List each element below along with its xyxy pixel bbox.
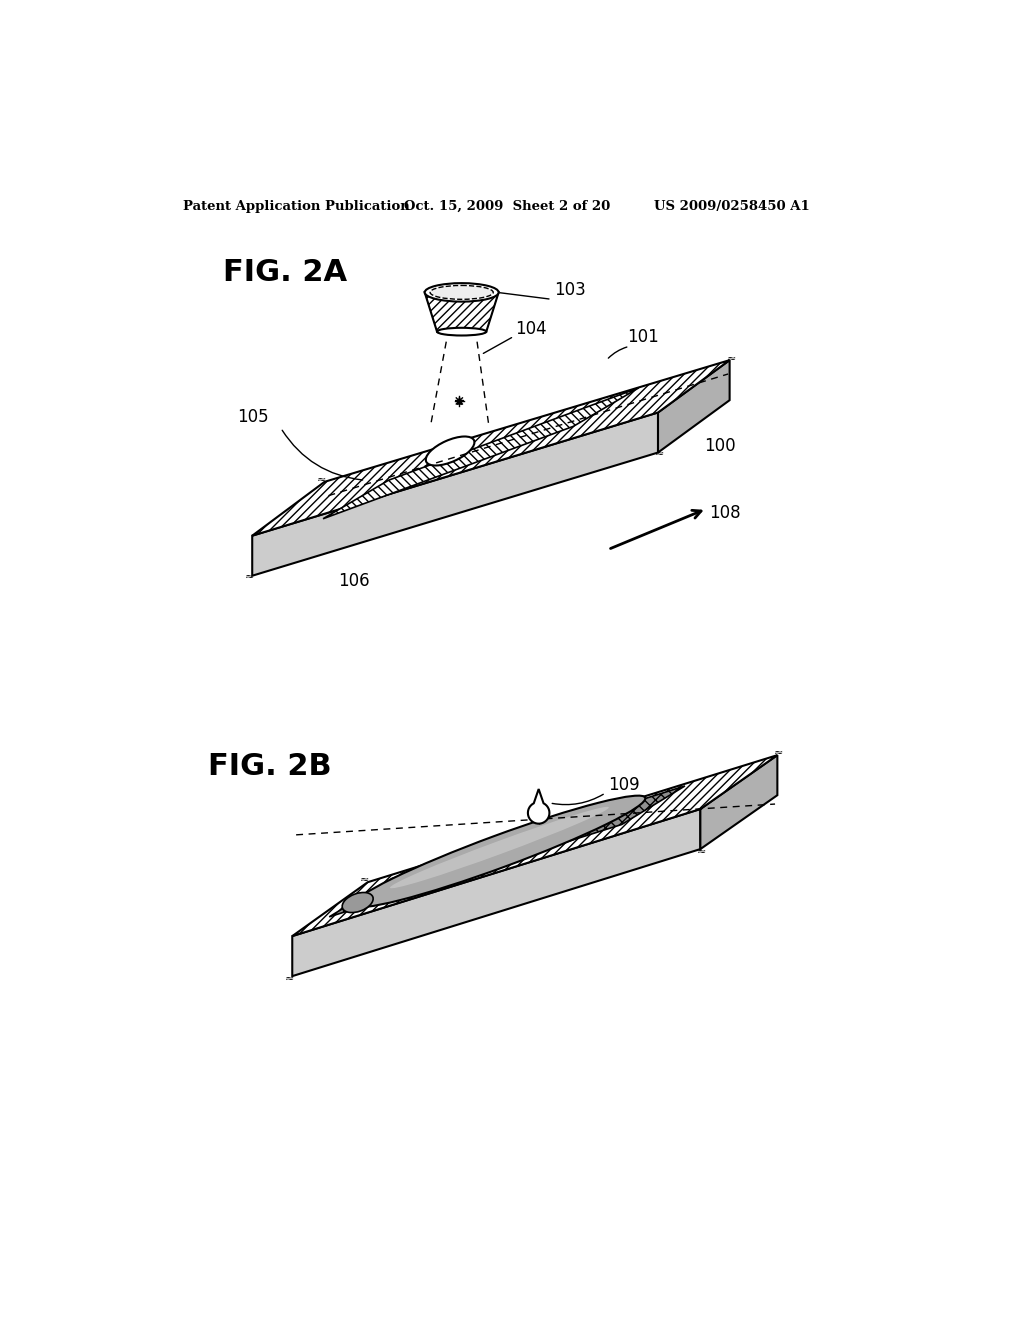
Polygon shape: [330, 785, 685, 917]
Text: FIG. 2B: FIG. 2B: [208, 752, 331, 781]
Text: ≈: ≈: [316, 475, 327, 486]
Text: 100: 100: [705, 437, 736, 455]
Text: US 2009/0258450 A1: US 2009/0258450 A1: [654, 199, 810, 213]
Polygon shape: [292, 755, 777, 936]
Polygon shape: [323, 388, 639, 519]
Ellipse shape: [426, 437, 474, 466]
Polygon shape: [252, 412, 658, 576]
Polygon shape: [252, 360, 730, 536]
Text: 104: 104: [515, 319, 547, 338]
Text: ≈: ≈: [245, 573, 254, 582]
Polygon shape: [658, 360, 730, 453]
Text: ≈: ≈: [655, 449, 665, 459]
Ellipse shape: [390, 807, 609, 888]
Ellipse shape: [353, 796, 645, 907]
Ellipse shape: [342, 892, 373, 912]
Text: 108: 108: [710, 504, 741, 521]
Text: ≈: ≈: [726, 354, 736, 363]
Polygon shape: [425, 293, 499, 331]
Text: Patent Application Publication: Patent Application Publication: [183, 199, 410, 213]
Text: Oct. 15, 2009  Sheet 2 of 20: Oct. 15, 2009 Sheet 2 of 20: [403, 199, 610, 213]
Text: ≈: ≈: [697, 846, 707, 857]
Text: ≈: ≈: [360, 875, 370, 884]
Text: ≈: ≈: [774, 748, 783, 758]
Text: 106: 106: [339, 572, 370, 590]
Text: 103: 103: [554, 281, 586, 300]
Polygon shape: [528, 789, 550, 824]
Text: 105: 105: [237, 408, 268, 426]
Polygon shape: [292, 809, 700, 977]
Ellipse shape: [430, 285, 494, 300]
Text: FIG. 2A: FIG. 2A: [223, 257, 347, 286]
Text: 109: 109: [608, 776, 640, 793]
Text: 101: 101: [628, 327, 659, 346]
Ellipse shape: [437, 327, 486, 335]
Polygon shape: [700, 755, 777, 849]
Ellipse shape: [425, 284, 499, 302]
Text: ≈: ≈: [285, 973, 294, 983]
